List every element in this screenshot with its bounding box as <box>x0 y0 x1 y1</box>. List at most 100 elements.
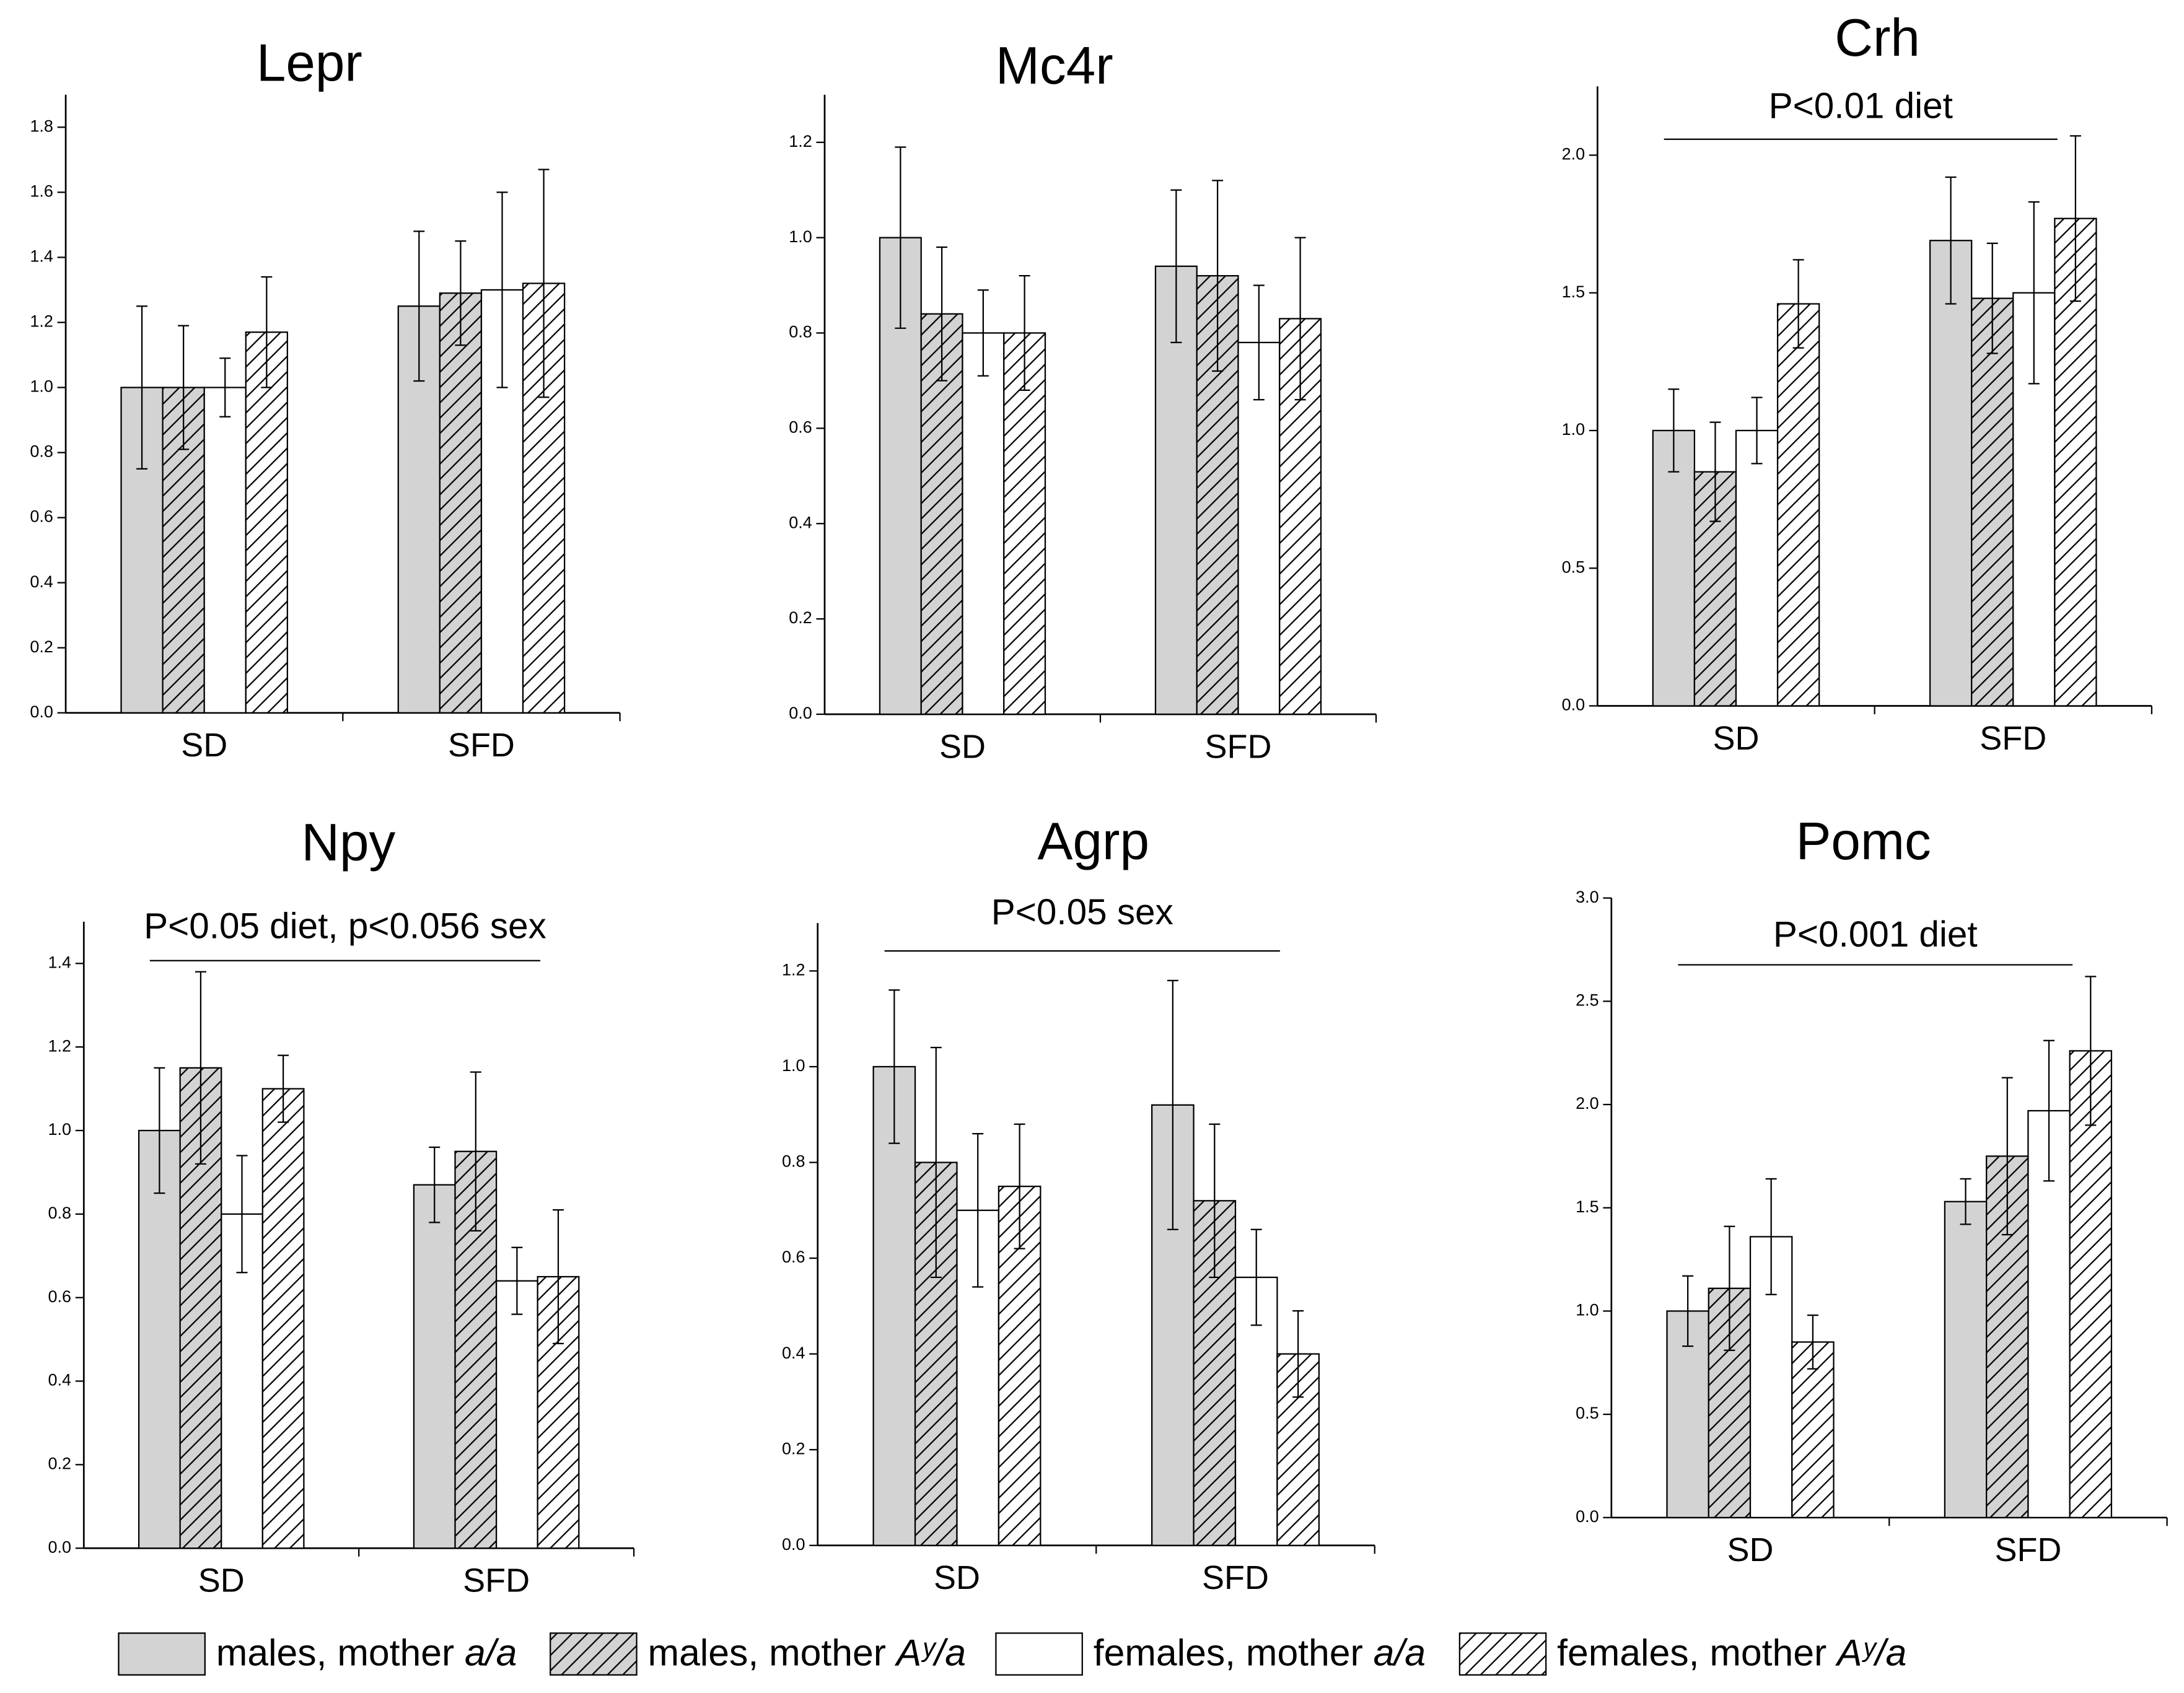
y-tick-label: 0.0 <box>789 704 812 722</box>
chart-title: Lepr <box>257 33 362 92</box>
error-bar <box>1765 1178 1777 1295</box>
annotation: P<0.01 diet <box>1769 86 1953 126</box>
y-tick-label: 3.0 <box>1576 888 1599 906</box>
bar <box>2069 1050 2113 1518</box>
y-tick-label: 0.0 <box>782 1535 805 1554</box>
x-tick-label: SD <box>1713 720 1760 757</box>
error-bar <box>278 1054 289 1123</box>
bar <box>1971 297 2014 707</box>
x-tick-label: SD <box>181 727 227 764</box>
y-tick-label: 1.0 <box>1576 1301 1599 1319</box>
y-tick-label: 0.4 <box>30 572 53 591</box>
bar <box>1237 341 1281 715</box>
error-bar <box>1986 242 1998 354</box>
y-tick-label: 0.6 <box>782 1248 805 1266</box>
bar <box>962 332 1005 715</box>
bar <box>1003 332 1046 715</box>
legend-label: males, mother a/a <box>216 1631 517 1673</box>
error-bar <box>2043 1039 2055 1182</box>
y-tick-label: 2.5 <box>1576 991 1599 1009</box>
error-bar <box>936 246 948 382</box>
error-bar <box>236 1155 248 1274</box>
error-bar <box>2069 135 2081 302</box>
bar <box>439 292 483 714</box>
error-bar <box>895 146 906 329</box>
error-bar <box>1945 176 1957 305</box>
x-tick-label: SD <box>934 1559 980 1596</box>
bar <box>872 1065 916 1546</box>
x-tick-label: SFD <box>1205 728 1272 765</box>
y-tick-label: 0.5 <box>1576 1404 1599 1422</box>
x-tick-label: SFD <box>1994 1531 2061 1568</box>
y-tick-label: 2.0 <box>1562 145 1585 164</box>
error-bar <box>1709 421 1721 522</box>
error-bar <box>2001 1077 2013 1236</box>
chart-title: Pomc <box>1796 812 1931 871</box>
annotation: P<0.05 diet, p<0.056 sex <box>144 906 546 947</box>
x-tick-label: SD <box>939 728 986 765</box>
error-bar <box>1724 1225 1735 1351</box>
error-bar <box>429 1146 441 1223</box>
error-bar <box>1019 275 1030 391</box>
error-bar <box>136 305 148 470</box>
bar <box>397 305 441 714</box>
y-tick-label: 1.4 <box>48 953 72 971</box>
error-bar <box>154 1067 165 1194</box>
error-bar <box>1253 284 1265 401</box>
y-tick-label: 0.6 <box>789 418 812 437</box>
error-bar <box>1751 396 1763 465</box>
error-bar <box>1209 1123 1221 1279</box>
y-tick-label: 0.6 <box>30 507 53 526</box>
annotation: P<0.05 sex <box>991 892 1173 932</box>
legend-swatch <box>550 1632 638 1676</box>
y-tick-label: 0.2 <box>30 637 53 656</box>
error-bar <box>1212 180 1224 372</box>
bar <box>1929 240 1973 707</box>
y-tick-label: 1.2 <box>48 1036 72 1055</box>
y-tick-label: 1.2 <box>789 132 812 151</box>
x-tick-label: SFD <box>448 727 515 764</box>
chart-title: Crh <box>1835 9 1920 68</box>
y-tick-label: 1.0 <box>789 227 812 246</box>
bar <box>1944 1201 1988 1518</box>
y-tick-label: 0.4 <box>789 513 812 532</box>
legend-swatch <box>995 1632 1083 1676</box>
bar <box>1776 303 1820 707</box>
error-bar <box>1170 189 1182 344</box>
bar <box>495 1280 538 1549</box>
y-tick-label: 0.2 <box>48 1455 72 1473</box>
y-tick-label: 1.0 <box>782 1056 805 1075</box>
legend-swatch <box>1458 1632 1547 1676</box>
error-bar <box>930 1046 942 1279</box>
y-tick-label: 1.4 <box>30 247 53 266</box>
y-tick-label: 0.4 <box>48 1371 72 1389</box>
error-bar <box>2085 976 2097 1126</box>
legend-label: females, mother Aʸ/a <box>1557 1631 1906 1673</box>
error-bar <box>1807 1314 1818 1370</box>
error-bar <box>496 191 508 388</box>
bar <box>1652 429 1696 707</box>
error-bar <box>538 168 550 398</box>
error-bar <box>1292 1310 1304 1398</box>
bar <box>413 1184 456 1549</box>
y-tick-label: 1.2 <box>30 312 53 331</box>
error-bar <box>455 240 467 346</box>
y-tick-label: 0.2 <box>789 608 812 627</box>
error-bar <box>977 289 989 377</box>
y-tick-label: 1.0 <box>1562 420 1585 439</box>
bar <box>203 387 247 714</box>
error-bar <box>219 357 231 418</box>
bar <box>245 331 288 714</box>
x-tick-label: SFD <box>1202 1559 1269 1596</box>
error-bar <box>511 1246 523 1315</box>
error-bar <box>1682 1275 1694 1347</box>
error-bar <box>1960 1178 1971 1225</box>
error-bar <box>1294 237 1306 401</box>
x-tick-label: SD <box>1727 1531 1774 1568</box>
error-bar <box>888 989 900 1144</box>
y-tick-label: 0.5 <box>1562 558 1585 576</box>
y-tick-label: 0.0 <box>1576 1507 1599 1526</box>
y-tick-label: 2.0 <box>1576 1094 1599 1113</box>
bar <box>1791 1341 1835 1518</box>
